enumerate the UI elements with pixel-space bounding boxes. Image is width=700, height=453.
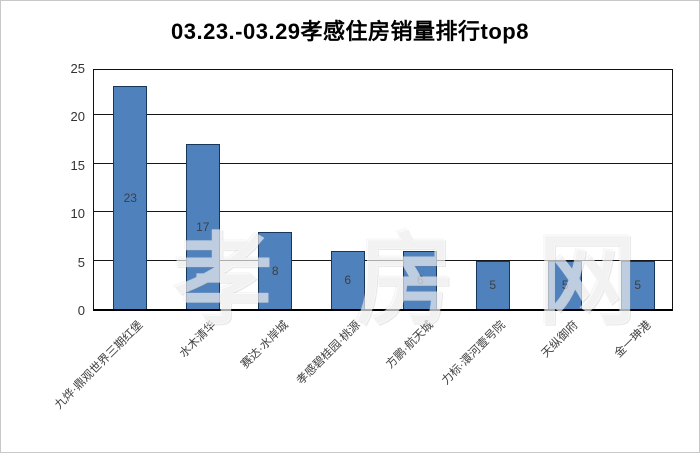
gridline-y20 (94, 114, 672, 116)
x-category-label: 金一珅港 (612, 319, 654, 361)
x-category-label: 赛达·水岸城 (238, 319, 291, 371)
bar-4: 6 (330, 250, 365, 309)
bar-value-label: 23 (123, 191, 137, 206)
chart-title: 03.23.-03.29孝感住房销量排行top8 (171, 19, 529, 44)
y-tick-label: 0 (77, 303, 85, 318)
y-tick-label: 15 (70, 157, 85, 173)
gridline-y15 (94, 162, 672, 164)
x-category-label: 天纵御府 (539, 319, 581, 361)
x-category-label: 孝感碧桂园·桃源 (295, 319, 364, 388)
bar-value-label: 5 (634, 278, 642, 293)
bar-2: 17 (185, 144, 220, 309)
x-category-label: 九烨·鼎观世界三期红堡 (53, 319, 146, 412)
plot-area: 23 17 8 6 6 5 5 5 (93, 69, 673, 311)
bar-value-label: 5 (561, 278, 569, 293)
bar-3: 8 (258, 231, 293, 309)
x-category-label: 方鹏·航天城 (383, 319, 436, 371)
y-tick-label: 10 (70, 206, 85, 222)
y-tick-label: 25 (70, 61, 85, 76)
bar-value-label: 6 (416, 273, 424, 288)
gridline-y5 (94, 259, 672, 261)
x-category-label: 水木清华 (177, 319, 219, 361)
y-tick-label: 5 (77, 254, 85, 270)
bar-5: 6 (403, 250, 438, 309)
x-category-label: 力标·澴河壹号院 (440, 319, 509, 388)
bar-8: 5 (620, 260, 655, 309)
bar-value-label: 8 (271, 263, 279, 278)
bar-value-label: 5 (489, 278, 497, 293)
bar-7: 5 (548, 260, 583, 309)
bar-6: 5 (475, 260, 510, 309)
bar-value-label: 6 (344, 273, 352, 288)
bar-1: 23 (113, 86, 148, 309)
gridline-y10 (94, 211, 672, 213)
y-tick-label: 20 (70, 109, 85, 125)
bar-value-label: 17 (196, 220, 210, 235)
